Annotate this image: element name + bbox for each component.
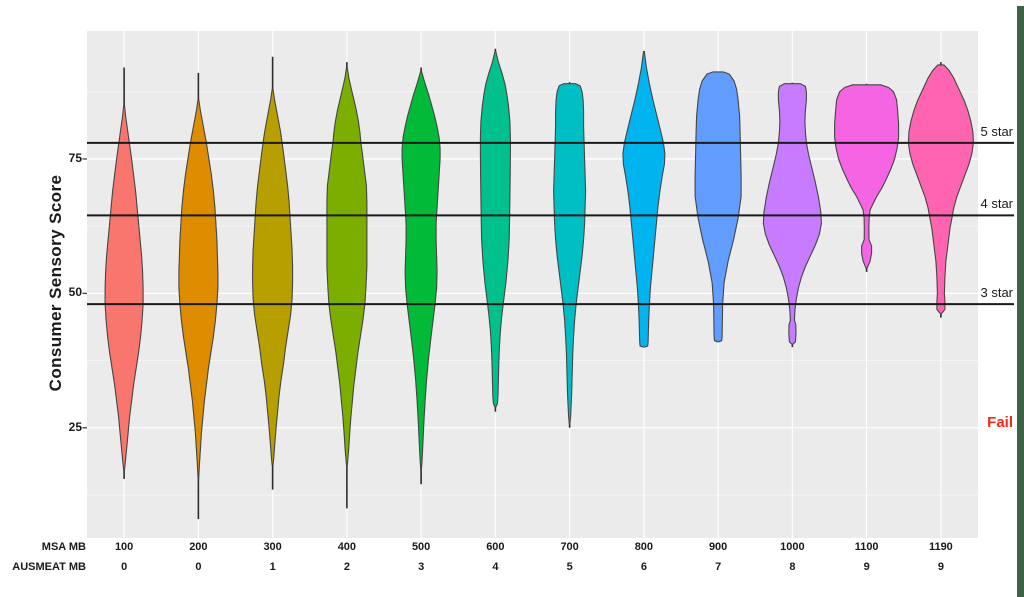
- x-label-msa-400: 400: [337, 541, 357, 553]
- x-label-ausmeat-500: 3: [418, 561, 425, 573]
- x-label-msa-1100: 1100: [854, 541, 879, 553]
- x-label-msa-500: 500: [411, 541, 431, 553]
- violin-700: [553, 83, 587, 425]
- x-label-msa-900: 900: [708, 541, 728, 553]
- x-label-msa-1190: 1190: [928, 541, 953, 553]
- grade-label-3-star: 3 star: [980, 285, 1013, 301]
- grade-label-5-star: 5 star: [980, 123, 1013, 139]
- violin-600: [479, 50, 511, 408]
- x-label-msa-700: 700: [560, 541, 579, 553]
- y-axis-title: Consumer Sensory Score: [46, 174, 65, 392]
- x-label-msa-100: 100: [114, 541, 134, 553]
- x-label-ausmeat-900: 7: [715, 561, 722, 573]
- x-axis-row-label-msa: MSA MB: [41, 541, 86, 553]
- y-tick-label: 25: [68, 419, 82, 434]
- x-label-ausmeat-1100: 9: [863, 561, 870, 573]
- x-label-ausmeat-800: 6: [640, 561, 647, 573]
- violin-1000: [762, 83, 822, 345]
- grade-label-4-star: 4 star: [980, 196, 1013, 212]
- x-label-ausmeat-700: 5: [566, 561, 573, 573]
- y-tick-label: 50: [68, 285, 82, 300]
- x-label-ausmeat-300: 1: [269, 561, 276, 573]
- violin-400: [326, 67, 368, 466]
- violin-300: [252, 88, 294, 466]
- violin-800: [622, 50, 666, 348]
- violin-500: [401, 70, 441, 471]
- x-label-msa-200: 200: [189, 541, 208, 553]
- plot-panel: [87, 31, 978, 538]
- x-label-ausmeat-400: 2: [343, 561, 350, 573]
- slide-edge-accent-strip: [1017, 6, 1024, 597]
- x-label-msa-800: 800: [634, 541, 654, 553]
- violin-900: [694, 71, 742, 343]
- x-label-msa-300: 300: [263, 541, 282, 553]
- grade-label-fail: Fail: [987, 414, 1013, 432]
- x-label-ausmeat-1000: 8: [789, 561, 796, 573]
- y-tick-label: 75: [68, 150, 82, 165]
- x-axis-row-label-ausmeat: AUSMEAT MB: [12, 561, 86, 573]
- x-label-msa-1000: 1000: [780, 541, 805, 553]
- x-label-msa-600: 600: [486, 541, 505, 553]
- x-label-ausmeat-200: 0: [195, 561, 202, 573]
- x-label-ausmeat-100: 0: [121, 561, 128, 573]
- x-label-ausmeat-1190: 9: [937, 561, 944, 573]
- violin-100: [104, 104, 144, 472]
- x-label-ausmeat-600: 4: [492, 561, 499, 573]
- violin-1100: [834, 84, 900, 270]
- violin-200: [178, 99, 219, 480]
